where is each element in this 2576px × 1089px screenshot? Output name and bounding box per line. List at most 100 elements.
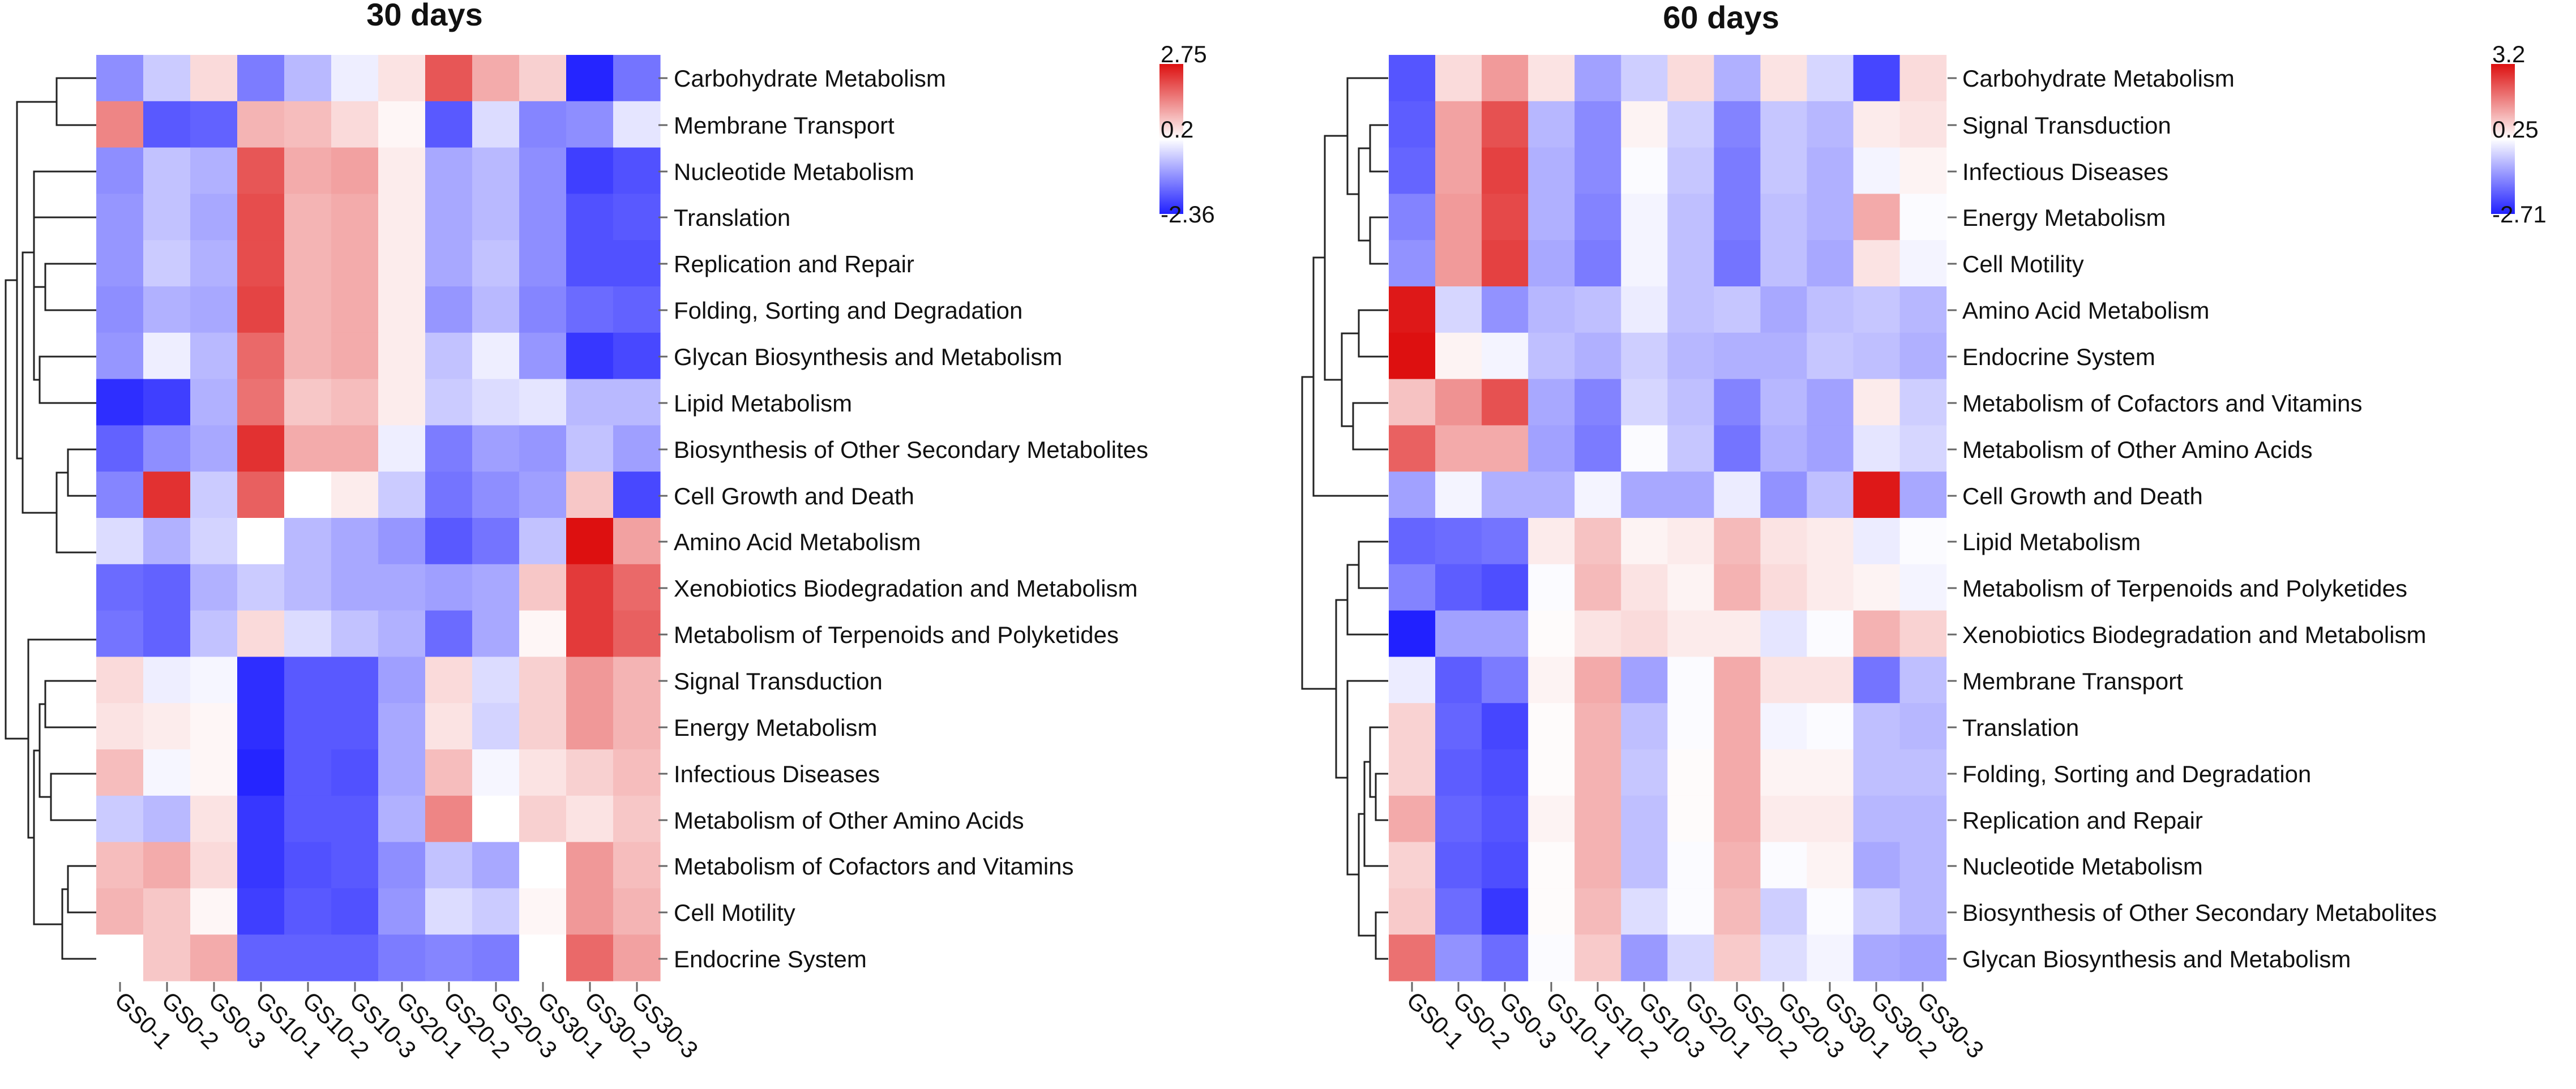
heatmap-cell <box>1389 888 1436 935</box>
heatmap-cell <box>143 795 191 843</box>
heatmap-cells <box>1389 55 1947 981</box>
heatmap-cell <box>1621 657 1668 704</box>
heatmap-cell <box>1621 749 1668 796</box>
heatmap-cell <box>1667 564 1714 611</box>
heatmap-cell <box>566 934 614 981</box>
heatmap-cell <box>331 194 379 241</box>
heatmap-cell <box>1714 518 1761 565</box>
heatmap-cell <box>566 240 614 287</box>
heatmap-cell <box>331 286 379 333</box>
heatmap-cell <box>519 888 567 935</box>
heatmap-cell <box>96 518 144 565</box>
heatmap-cell <box>331 379 379 426</box>
heatmap-cell <box>96 471 144 518</box>
legend-mid: 0.25 <box>2492 116 2539 143</box>
heatmap-cell <box>1574 888 1621 935</box>
heatmap-cell <box>378 610 426 657</box>
heatmap-cell <box>237 564 285 611</box>
heatmap-cell <box>519 471 567 518</box>
heatmap-cell <box>190 101 238 148</box>
heatmap-cell <box>1853 240 1901 287</box>
heatmap-cell <box>472 240 520 287</box>
heatmap-cell <box>1574 379 1621 426</box>
heatmap-cell <box>613 888 661 935</box>
heatmap-cell <box>1807 101 1854 148</box>
heatmap-cell <box>1574 194 1621 241</box>
heatmap-cell <box>143 194 191 241</box>
heatmap-cell <box>1760 703 1808 750</box>
heatmap-cell <box>425 610 473 657</box>
heatmap-cell <box>1482 286 1529 333</box>
row-label: Biosynthesis of Other Secondary Metaboli… <box>674 436 1148 463</box>
heatmap-cell <box>237 286 285 333</box>
color-legend: 2.75 0.2 -2.36 <box>1159 41 1215 228</box>
heatmap-cell <box>1482 240 1529 287</box>
heatmap-cell <box>519 332 567 380</box>
heatmap-cell <box>566 55 614 102</box>
heatmap-cell <box>284 194 332 241</box>
row-label: Cell Motility <box>674 899 795 926</box>
heatmap-cell <box>190 564 238 611</box>
heatmap-cell <box>331 749 379 796</box>
heatmap-cell <box>425 286 473 333</box>
heatmap-cell <box>1899 518 1947 565</box>
row-label: Replication and Repair <box>674 251 914 277</box>
heatmap-cell <box>1574 518 1621 565</box>
heatmap-cell <box>143 749 191 796</box>
heatmap-cell <box>1574 703 1621 750</box>
heatmap-cell <box>284 657 332 704</box>
heatmap-cell <box>1528 240 1575 287</box>
heatmap-cell <box>1528 518 1575 565</box>
heatmap-cell <box>425 842 473 889</box>
heatmap-cell <box>190 240 238 287</box>
heatmap-cell <box>96 934 144 981</box>
heatmap-cell <box>1667 240 1714 287</box>
legend-max: 3.2 <box>2492 41 2525 67</box>
heatmap-cell <box>96 425 144 472</box>
heatmap-cell <box>331 425 379 472</box>
heatmap-cell <box>284 934 332 981</box>
row-label: Signal Transduction <box>674 668 883 694</box>
heatmap-cell <box>566 332 614 380</box>
row-dendrogram <box>1301 77 1388 960</box>
heatmap-cell <box>1667 934 1714 981</box>
heatmap-cell <box>1714 749 1761 796</box>
heatmap-cell <box>378 471 426 518</box>
row-label: Translation <box>1962 714 2079 741</box>
heatmap-cell <box>1667 332 1714 380</box>
heatmap-cell <box>1714 147 1761 194</box>
heatmap-cell <box>472 657 520 704</box>
heatmap-cell <box>284 240 332 287</box>
heatmap-cell <box>1853 795 1901 843</box>
heatmap-cell <box>190 55 238 102</box>
heatmap-cell <box>96 703 144 750</box>
heatmap-cell <box>190 749 238 796</box>
heatmap-cell <box>1621 101 1668 148</box>
heatmap-cell <box>1760 101 1808 148</box>
heatmap-cell <box>331 332 379 380</box>
heatmap-cell <box>1621 379 1668 426</box>
heatmap-cell <box>519 657 567 704</box>
heatmap-cell <box>1435 749 1482 796</box>
heatmap-cell <box>1574 425 1621 472</box>
heatmap-cell <box>1435 934 1482 981</box>
heatmap-cell <box>1899 471 1947 518</box>
heatmap-cell <box>1853 703 1901 750</box>
heatmap-cell <box>331 55 379 102</box>
heatmap-cell <box>378 332 426 380</box>
heatmap-cell <box>1899 332 1947 380</box>
heatmap-cell <box>1714 564 1761 611</box>
heatmap-cell <box>566 379 614 426</box>
heatmap-cell <box>143 842 191 889</box>
heatmap-cell <box>143 55 191 102</box>
heatmap-cell <box>1389 934 1436 981</box>
heatmap-cell <box>1389 795 1436 843</box>
row-label: Infectious Diseases <box>674 761 880 787</box>
heatmap-cell <box>1574 286 1621 333</box>
heatmap-cell <box>1667 147 1714 194</box>
heatmap-cell <box>1667 657 1714 704</box>
heatmap-cell <box>566 425 614 472</box>
heatmap-cell <box>1899 888 1947 935</box>
heatmap-cell <box>1899 564 1947 611</box>
heatmap-cell <box>1899 934 1947 981</box>
